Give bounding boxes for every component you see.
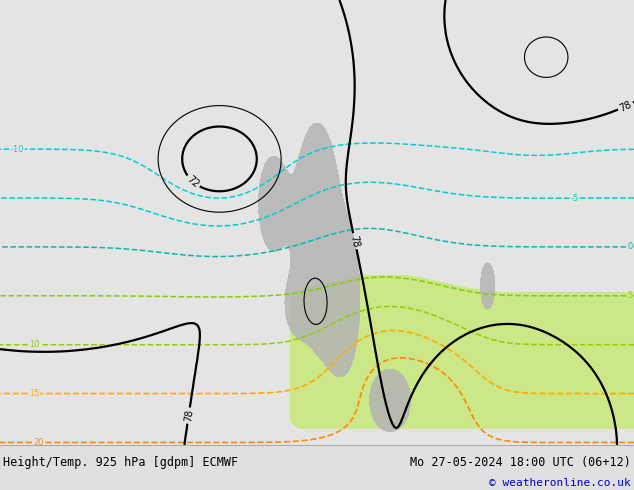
Text: 20: 20 — [33, 438, 43, 447]
Text: 0: 0 — [627, 243, 632, 251]
Text: 78: 78 — [183, 409, 195, 422]
Text: 78: 78 — [618, 99, 633, 113]
Text: 78: 78 — [349, 234, 361, 248]
Text: -10: -10 — [10, 145, 23, 154]
Text: 10: 10 — [29, 340, 39, 349]
Text: 15: 15 — [29, 389, 39, 398]
Text: 5: 5 — [627, 291, 632, 300]
Text: Mo 27-05-2024 18:00 UTC (06+12): Mo 27-05-2024 18:00 UTC (06+12) — [410, 456, 631, 468]
Text: © weatheronline.co.uk: © weatheronline.co.uk — [489, 478, 631, 488]
Text: 72: 72 — [185, 174, 201, 190]
Text: Height/Temp. 925 hPa [gdpm] ECMWF: Height/Temp. 925 hPa [gdpm] ECMWF — [3, 456, 238, 468]
Text: -5: -5 — [571, 194, 579, 203]
